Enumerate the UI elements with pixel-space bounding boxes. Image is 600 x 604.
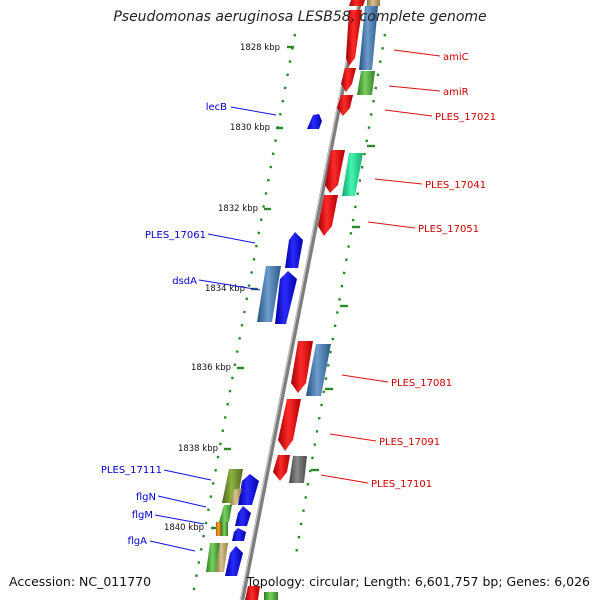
- forward-gene-PLES_17041[interactable]: [325, 150, 345, 193]
- forward-gene-bottom[interactable]: [245, 586, 260, 600]
- feature-top-tan[interactable]: [367, 0, 380, 6]
- feature-steel-PLES_17081[interactable]: [306, 344, 331, 396]
- gene-label-lecB[interactable]: lecB: [206, 102, 227, 113]
- gene-label-PLES_17041[interactable]: PLES_17041: [425, 180, 486, 191]
- feature-bottom-green[interactable]: [264, 592, 278, 600]
- connector-PLES_17091: [329, 433, 377, 442]
- forward-genes: [245, 0, 380, 600]
- forward-gene-top[interactable]: [349, 0, 365, 6]
- connector-lecB: [230, 106, 277, 116]
- reverse-gene-dsdA[interactable]: [275, 271, 297, 324]
- gene-label-PLES_17061[interactable]: PLES_17061: [145, 230, 206, 241]
- connector-flgN: [157, 495, 207, 508]
- connector-amiC: [393, 49, 441, 57]
- forward-gene-PLES_17091[interactable]: [278, 399, 301, 451]
- genome-backbone-highlight: [239, 0, 360, 601]
- forward-gene-PLES_17101[interactable]: [273, 455, 290, 481]
- connector-PLES_17101: [320, 474, 369, 484]
- connector-flgM: [154, 514, 205, 525]
- scale-label: 1828 kbp: [240, 43, 280, 53]
- gene-label-PLES_17021[interactable]: PLES_17021: [435, 112, 496, 123]
- reverse-gene-flgN[interactable]: [235, 506, 251, 526]
- scale-label: 1836 kbp: [191, 363, 231, 373]
- feature-green-flgM[interactable]: [221, 522, 228, 536]
- connector-PLES_17061: [207, 233, 256, 244]
- connector-PLES_17041: [374, 178, 423, 185]
- gene-label-flgA[interactable]: flgA: [128, 536, 148, 547]
- reverse-gene-PLES_17111[interactable]: [238, 474, 259, 505]
- connector-PLES_17021: [384, 109, 433, 117]
- forward-label-connectors: [320, 49, 441, 484]
- feature-steel-amiC[interactable]: [359, 6, 378, 70]
- map-title: Pseudomonas aeruginosa LESB58, complete …: [113, 9, 487, 25]
- feature-tan-flgA[interactable]: [216, 543, 228, 572]
- gene-label-amiC[interactable]: amiC: [443, 52, 469, 63]
- gene-label-PLES_17081[interactable]: PLES_17081: [391, 378, 452, 389]
- forward-gene-amiR[interactable]: [341, 68, 356, 92]
- feature-green-flgA[interactable]: [206, 543, 220, 572]
- scale-label: 1834 kbp: [205, 284, 245, 294]
- forward-gene-PLES_17051[interactable]: [318, 195, 338, 236]
- reverse-gene-flgA[interactable]: [225, 546, 243, 576]
- reverse-label-connectors: [149, 106, 277, 552]
- connector-PLES_17111: [163, 469, 212, 481]
- scale-label: 1832 kbp: [218, 204, 258, 214]
- gene-label-dsdA[interactable]: dsdA: [172, 276, 197, 287]
- scale-label: 1830 kbp: [230, 123, 270, 133]
- genome-backbone: [239, 0, 363, 601]
- connector-amiR: [388, 85, 441, 92]
- gene-label-PLES_17101[interactable]: PLES_17101: [371, 479, 432, 490]
- feature-tan-PLES_17111[interactable]: [230, 489, 242, 505]
- connector-PLES_17051: [367, 221, 416, 229]
- forward-gene-PLES_17021[interactable]: [337, 95, 353, 116]
- connector-dsdA: [198, 279, 261, 291]
- reverse-gene-PLES_17061[interactable]: [285, 232, 303, 268]
- reverse-gene-flgM[interactable]: [232, 528, 246, 541]
- gene-label-PLES_17091[interactable]: PLES_17091: [379, 437, 440, 448]
- feature-green-amiR[interactable]: [357, 71, 375, 95]
- reverse-genes: [206, 114, 322, 576]
- gene-label-flgN[interactable]: flgN: [136, 492, 156, 503]
- feature-orange-flgM[interactable]: [216, 522, 221, 536]
- reverse-gene-lecB[interactable]: [307, 114, 322, 129]
- feature-steel-dsdA[interactable]: [257, 266, 281, 322]
- gene-label-PLES_17111[interactable]: PLES_17111: [101, 465, 162, 476]
- gene-label-amiR[interactable]: amiR: [443, 87, 469, 98]
- connector-PLES_17081: [341, 374, 389, 383]
- gene-label-flgM[interactable]: flgM: [132, 510, 153, 521]
- feature-gray-PLES_17101[interactable]: [289, 456, 307, 483]
- scale-label: 1838 kbp: [178, 444, 218, 454]
- feature-teal-PLES_17041[interactable]: [342, 153, 363, 196]
- connector-flgA: [149, 540, 196, 552]
- genome-stats-text: Topology: circular; Length: 6,601,757 bp…: [246, 574, 590, 589]
- scale-label: 1840 kbp: [164, 523, 204, 533]
- forward-gene-amiC[interactable]: [346, 10, 362, 66]
- feature-green-flgN[interactable]: [219, 505, 232, 522]
- accession-text: Accession: NC_011770: [9, 574, 152, 589]
- scale-ticks: [211, 45, 375, 530]
- forward-gene-PLES_17081[interactable]: [291, 341, 313, 393]
- gene-label-PLES_17051[interactable]: PLES_17051: [418, 224, 479, 235]
